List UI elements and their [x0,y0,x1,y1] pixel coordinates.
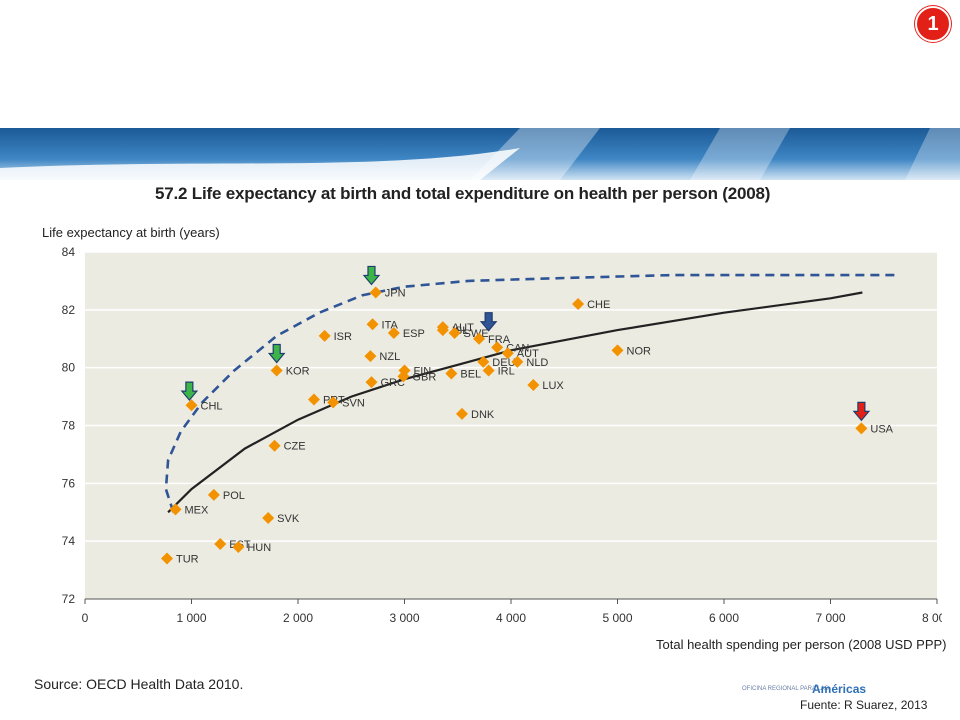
data-point-jpn [369,286,382,299]
data-point-svn [327,396,340,409]
data-point-kor [270,364,283,377]
data-point-irl [482,364,495,377]
point-label: FRA [488,334,511,346]
point-label: LUX [542,380,564,392]
point-label: NZL [379,351,400,363]
point-label: AUT [517,348,539,360]
point-label: SVN [342,397,365,409]
data-point-svk [262,512,275,525]
point-label: HUN [247,542,271,554]
data-point-fin [398,364,411,377]
x-tick-label: 5 000 [602,611,632,625]
down-arrow-icon [362,265,381,286]
point-label: TUR [176,554,199,566]
scatter-plot: 72 74 76 78 80 82 84 0 1 000 2 000 3 000 4 000 5 000… [62,245,942,625]
data-point-est [214,538,227,551]
x-tick-label: 6 000 [709,611,739,625]
down-arrow-icon [267,343,286,364]
credit-note: Fuente: R Suarez, 2013 [800,698,928,712]
y-tick-label: 74 [62,534,76,548]
point-label: JPN [385,287,406,299]
data-point-nor [611,344,624,357]
y-tick-label: 78 [62,419,76,433]
y-tick-label: 80 [62,361,76,375]
x-tick-label: 1 000 [176,611,206,625]
efficiency-frontier-line [164,273,900,513]
point-label: SVK [277,513,300,525]
x-tick-label: 4 000 [496,611,526,625]
source-note: Source: OECD Health Data 2010. [34,676,244,692]
point-label: GBR [412,371,436,383]
data-point-isr [318,329,331,342]
data-point-pol [207,488,220,501]
down-arrow-icon [852,401,871,422]
point-label: POL [223,490,245,502]
x-tick-label: 3 000 [389,611,419,625]
point-label: BEL [460,368,481,380]
data-point-aut [501,347,514,360]
y-tick-label: 84 [62,245,76,259]
data-point-swe [448,326,461,339]
slide-number-badge: 1 [915,6,951,42]
point-label: ESP [403,328,425,340]
y-tick-label: 76 [62,476,76,490]
chart-panel: 72 74 76 78 80 82 84 0 1 000 2 000 3 000 4 000 5 000… [32,180,942,700]
data-point-gbr [397,370,410,383]
data-point-can [491,341,504,354]
y-tick-label: 82 [62,303,76,317]
point-label: NOR [627,345,652,357]
point-label: GRC [380,377,405,389]
x-tick-label: 0 [82,611,89,625]
point-label: ISR [334,331,352,343]
data-point-dnk [456,407,469,420]
data-point-cze [268,439,281,452]
point-label: CZE [284,441,306,453]
point-label: MEX [185,504,210,516]
trend-line [167,291,863,514]
data-point-deu [477,355,490,368]
point-label: KOR [286,366,310,378]
point-label: DNK [471,409,495,421]
data-point-nld [511,355,524,368]
logo-small-text: OFICINA REGIONAL PARA LAS [742,686,829,692]
x-axis-label: Total health spending per person (2008 U… [656,637,947,652]
data-point-chl [185,399,198,412]
data-point-mex [169,503,182,516]
data-point-grc [365,376,378,389]
y-axis-label: Life expectancy at birth (years) [42,225,220,240]
header-banner [0,128,960,180]
data-point-prt [307,393,320,406]
data-point-usa [855,422,868,435]
data-point-isl [436,324,449,337]
point-label: USA [870,423,893,435]
y-tick-label: 72 [62,592,76,606]
down-arrow-icon [180,381,199,402]
down-arrow-icon [479,312,498,332]
data-point-tur [161,552,174,565]
data-point-hun [232,540,245,553]
data-point-esp [387,326,400,339]
point-label: CHE [587,299,610,311]
data-point-nzl [364,350,377,363]
logo-word: Américas [812,682,867,696]
data-point-ita [366,318,379,331]
data-point-bel [445,367,458,380]
point-label: CHL [201,400,223,412]
x-tick-label: 2 000 [283,611,313,625]
data-point-che [572,298,585,311]
chart-title: 57.2 Life expectancy at birth and total … [155,184,771,203]
point-label: FIN [414,366,432,378]
point-label: NLD [526,357,548,369]
data-point-lux [527,379,540,392]
point-label: DEU [492,357,515,369]
x-tick-label: 7 000 [815,611,845,625]
data-point-fra [473,332,486,345]
point-label: IRL [498,366,515,378]
x-tick-label: 8 000 [922,611,942,625]
